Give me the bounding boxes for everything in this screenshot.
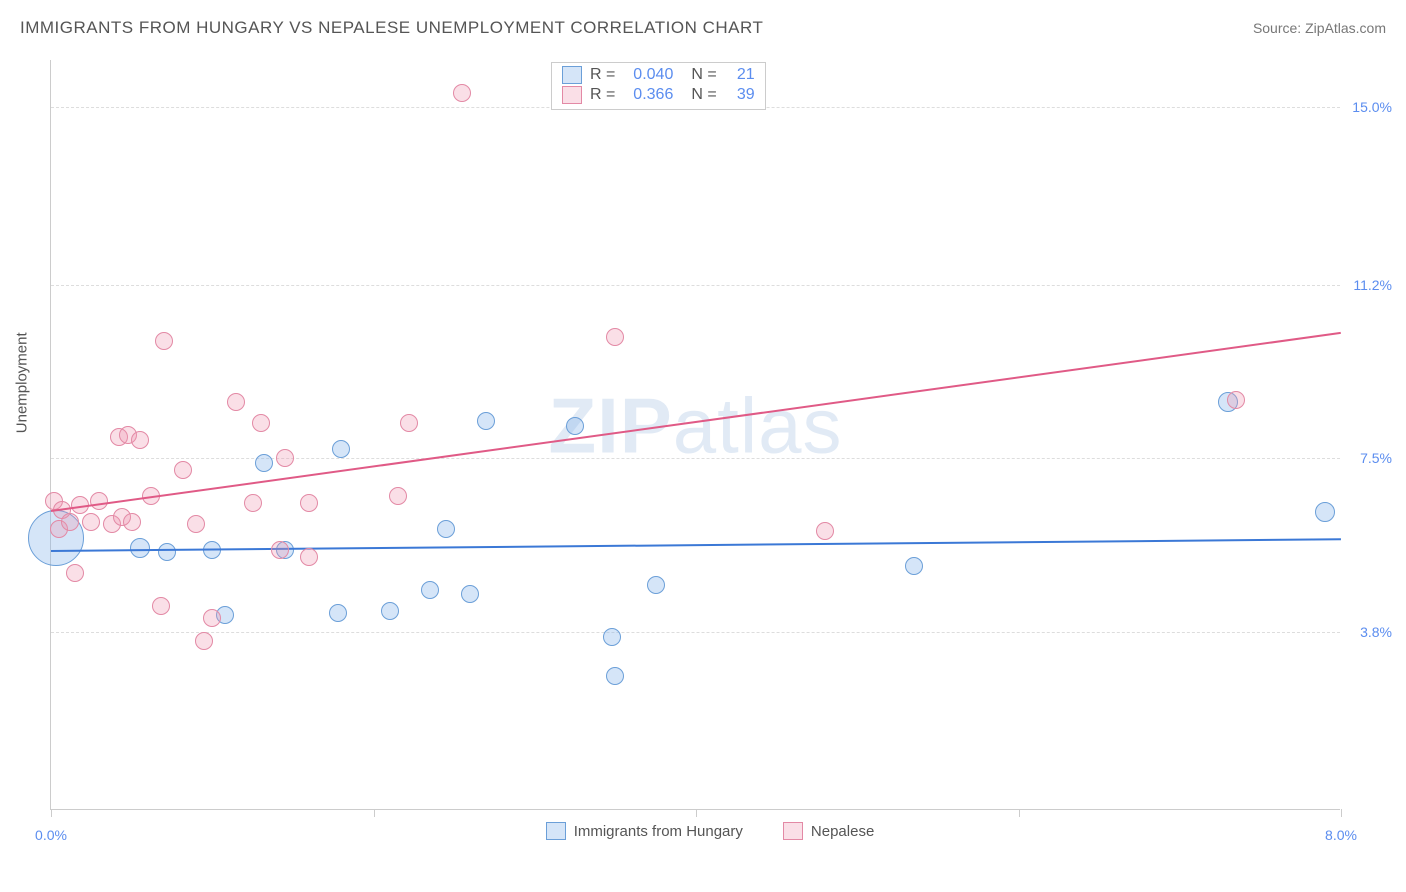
legend-bottom: Immigrants from Hungary Nepalese (40, 822, 1380, 840)
n-label: N = (691, 66, 716, 84)
legend-item-hungary: Immigrants from Hungary (546, 822, 743, 840)
trend-line-nepalese (51, 332, 1341, 512)
data-point-nepalese (90, 492, 108, 510)
data-point-nepalese (300, 548, 318, 566)
legend-row-hungary: R = 0.040 N = 21 (562, 65, 755, 85)
data-point-nepalese (276, 449, 294, 467)
data-point-nepalese (1227, 391, 1245, 409)
data-point-hungary (566, 417, 584, 435)
grid-line (51, 285, 1340, 286)
plot-area: ZIPatlas 3.8%7.5%11.2%15.0%0.0%8.0%R =0.… (50, 60, 1340, 810)
legend-row-nepalese: R = 0.366 N = 39 (562, 85, 755, 105)
chart-title: IMMIGRANTS FROM HUNGARY VS NEPALESE UNEM… (20, 18, 763, 38)
data-point-hungary (606, 667, 624, 685)
r-label: R = (590, 86, 615, 104)
data-point-hungary (437, 520, 455, 538)
legend-label-nepalese: Nepalese (811, 823, 874, 840)
y-tick-label: 7.5% (1360, 450, 1392, 466)
watermark-rest: atlas (673, 381, 843, 469)
swatch-hungary (546, 822, 566, 840)
chart-source: Source: ZipAtlas.com (1253, 20, 1386, 36)
watermark: ZIPatlas (548, 380, 842, 471)
x-tick (1341, 809, 1342, 817)
n-label: N = (691, 86, 716, 104)
legend-item-nepalese: Nepalese (783, 822, 874, 840)
data-point-nepalese (453, 84, 471, 102)
data-point-nepalese (252, 414, 270, 432)
x-tick (51, 809, 52, 817)
data-point-hungary (130, 538, 150, 558)
x-tick (696, 809, 697, 817)
y-tick-label: 15.0% (1352, 99, 1392, 115)
data-point-hungary (255, 454, 273, 472)
data-point-hungary (1315, 502, 1335, 522)
swatch-nepalese (783, 822, 803, 840)
data-point-hungary (421, 581, 439, 599)
data-point-nepalese (174, 461, 192, 479)
data-point-nepalese (203, 609, 221, 627)
x-tick (374, 809, 375, 817)
swatch-nepalese (562, 86, 582, 104)
data-point-nepalese (123, 513, 141, 531)
data-point-nepalese (244, 494, 262, 512)
chart-container: Unemployment ZIPatlas 3.8%7.5%11.2%15.0%… (40, 60, 1380, 850)
data-point-nepalese (227, 393, 245, 411)
n-value-nepalese: 39 (725, 86, 755, 104)
data-point-hungary (461, 585, 479, 603)
data-point-hungary (329, 604, 347, 622)
data-point-hungary (158, 543, 176, 561)
trend-line-hungary (51, 538, 1341, 552)
data-point-hungary (647, 576, 665, 594)
r-label: R = (590, 66, 615, 84)
x-tick (1019, 809, 1020, 817)
data-point-nepalese (82, 513, 100, 531)
swatch-hungary (562, 66, 582, 84)
data-point-nepalese (195, 632, 213, 650)
data-point-nepalese (816, 522, 834, 540)
data-point-nepalese (271, 541, 289, 559)
data-point-nepalese (606, 328, 624, 346)
chart-header: IMMIGRANTS FROM HUNGARY VS NEPALESE UNEM… (0, 0, 1406, 46)
data-point-nepalese (187, 515, 205, 533)
data-point-nepalese (61, 513, 79, 531)
data-point-nepalese (400, 414, 418, 432)
data-point-hungary (332, 440, 350, 458)
data-point-nepalese (152, 597, 170, 615)
grid-line (51, 632, 1340, 633)
grid-line (51, 458, 1340, 459)
data-point-nepalese (389, 487, 407, 505)
data-point-hungary (381, 602, 399, 620)
data-point-nepalese (131, 431, 149, 449)
r-value-nepalese: 0.366 (623, 86, 673, 104)
data-point-hungary (905, 557, 923, 575)
y-tick-label: 11.2% (1353, 277, 1392, 293)
legend-correlation-box: R = 0.040 N = 21 R = 0.366 N = 39 (551, 62, 766, 110)
data-point-nepalese (300, 494, 318, 512)
data-point-hungary (603, 628, 621, 646)
data-point-nepalese (155, 332, 173, 350)
data-point-hungary (477, 412, 495, 430)
data-point-nepalese (66, 564, 84, 582)
y-tick-label: 3.8% (1360, 624, 1392, 640)
legend-label-hungary: Immigrants from Hungary (574, 823, 743, 840)
y-axis-label: Unemployment (14, 332, 31, 433)
n-value-hungary: 21 (725, 66, 755, 84)
r-value-hungary: 0.040 (623, 66, 673, 84)
